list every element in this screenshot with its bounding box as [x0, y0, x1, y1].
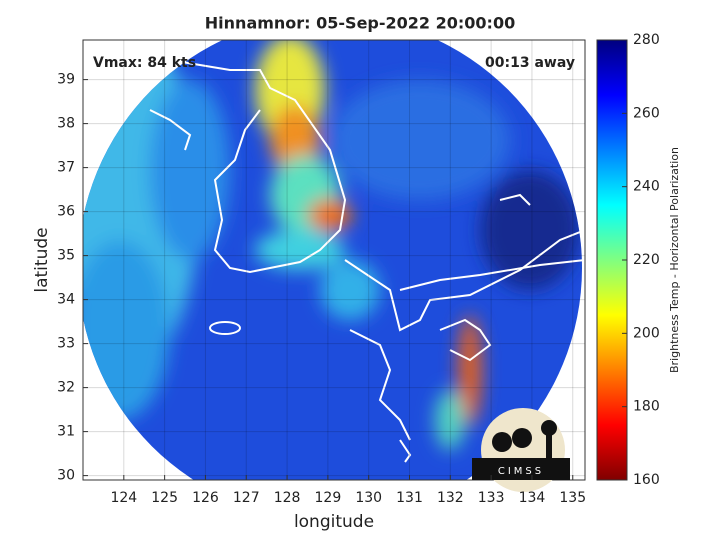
y-tick-label: 34	[57, 292, 75, 308]
colorbar-tick-label: 280	[633, 32, 660, 48]
y-tick-label: 30	[57, 468, 75, 484]
colorbar-tick-label: 200	[633, 325, 660, 341]
x-tick-label: 125	[151, 490, 178, 506]
x-tick-label: 126	[192, 490, 219, 506]
y-tick-label: 31	[57, 424, 75, 440]
x-tick-label: 128	[274, 490, 301, 506]
y-tick-label: 36	[57, 204, 75, 220]
x-tick-label: 135	[559, 490, 586, 506]
x-tick-label: 134	[519, 490, 546, 506]
x-tick-label: 129	[315, 490, 342, 506]
x-tick-label: 130	[355, 490, 382, 506]
colorbar-label: Brightness Temp - Horizontal Polarizatio…	[668, 147, 681, 373]
coastline	[84, 44, 585, 463]
colorbar-tick-label: 260	[633, 105, 660, 121]
y-tick-label: 39	[57, 72, 75, 88]
y-tick-label: 38	[57, 116, 75, 132]
x-tick-label: 131	[396, 490, 423, 506]
colorbar-tick-label: 220	[633, 252, 660, 268]
y-tick-label: 35	[57, 248, 75, 264]
logo: CIMSS	[472, 408, 570, 492]
chart-title: Hinnamnor: 05-Sep-2022 20:00:00	[205, 14, 515, 33]
y-tick-label: 33	[57, 336, 75, 352]
annotation: Vmax: 84 kts	[93, 55, 196, 71]
logo-text: CIMSS	[498, 466, 544, 477]
brightness-image	[83, 40, 585, 480]
colorbar-tick-label: 240	[633, 179, 660, 195]
y-tick-label: 37	[57, 160, 75, 176]
y-tick-label: 32	[57, 380, 75, 396]
x-axis-label: longitude	[294, 512, 374, 532]
colorbar-tick-label: 160	[633, 472, 660, 488]
x-tick-label: 127	[233, 490, 260, 506]
x-tick-label: 124	[110, 490, 137, 506]
annotation: 00:13 away	[485, 55, 575, 71]
plot-frame	[82, 39, 586, 481]
x-tick-label: 132	[437, 490, 464, 506]
colorbar-tick-label: 180	[633, 399, 660, 415]
grid	[83, 40, 585, 480]
y-axis-label: latitude	[32, 227, 52, 292]
x-tick-label: 133	[478, 490, 505, 506]
